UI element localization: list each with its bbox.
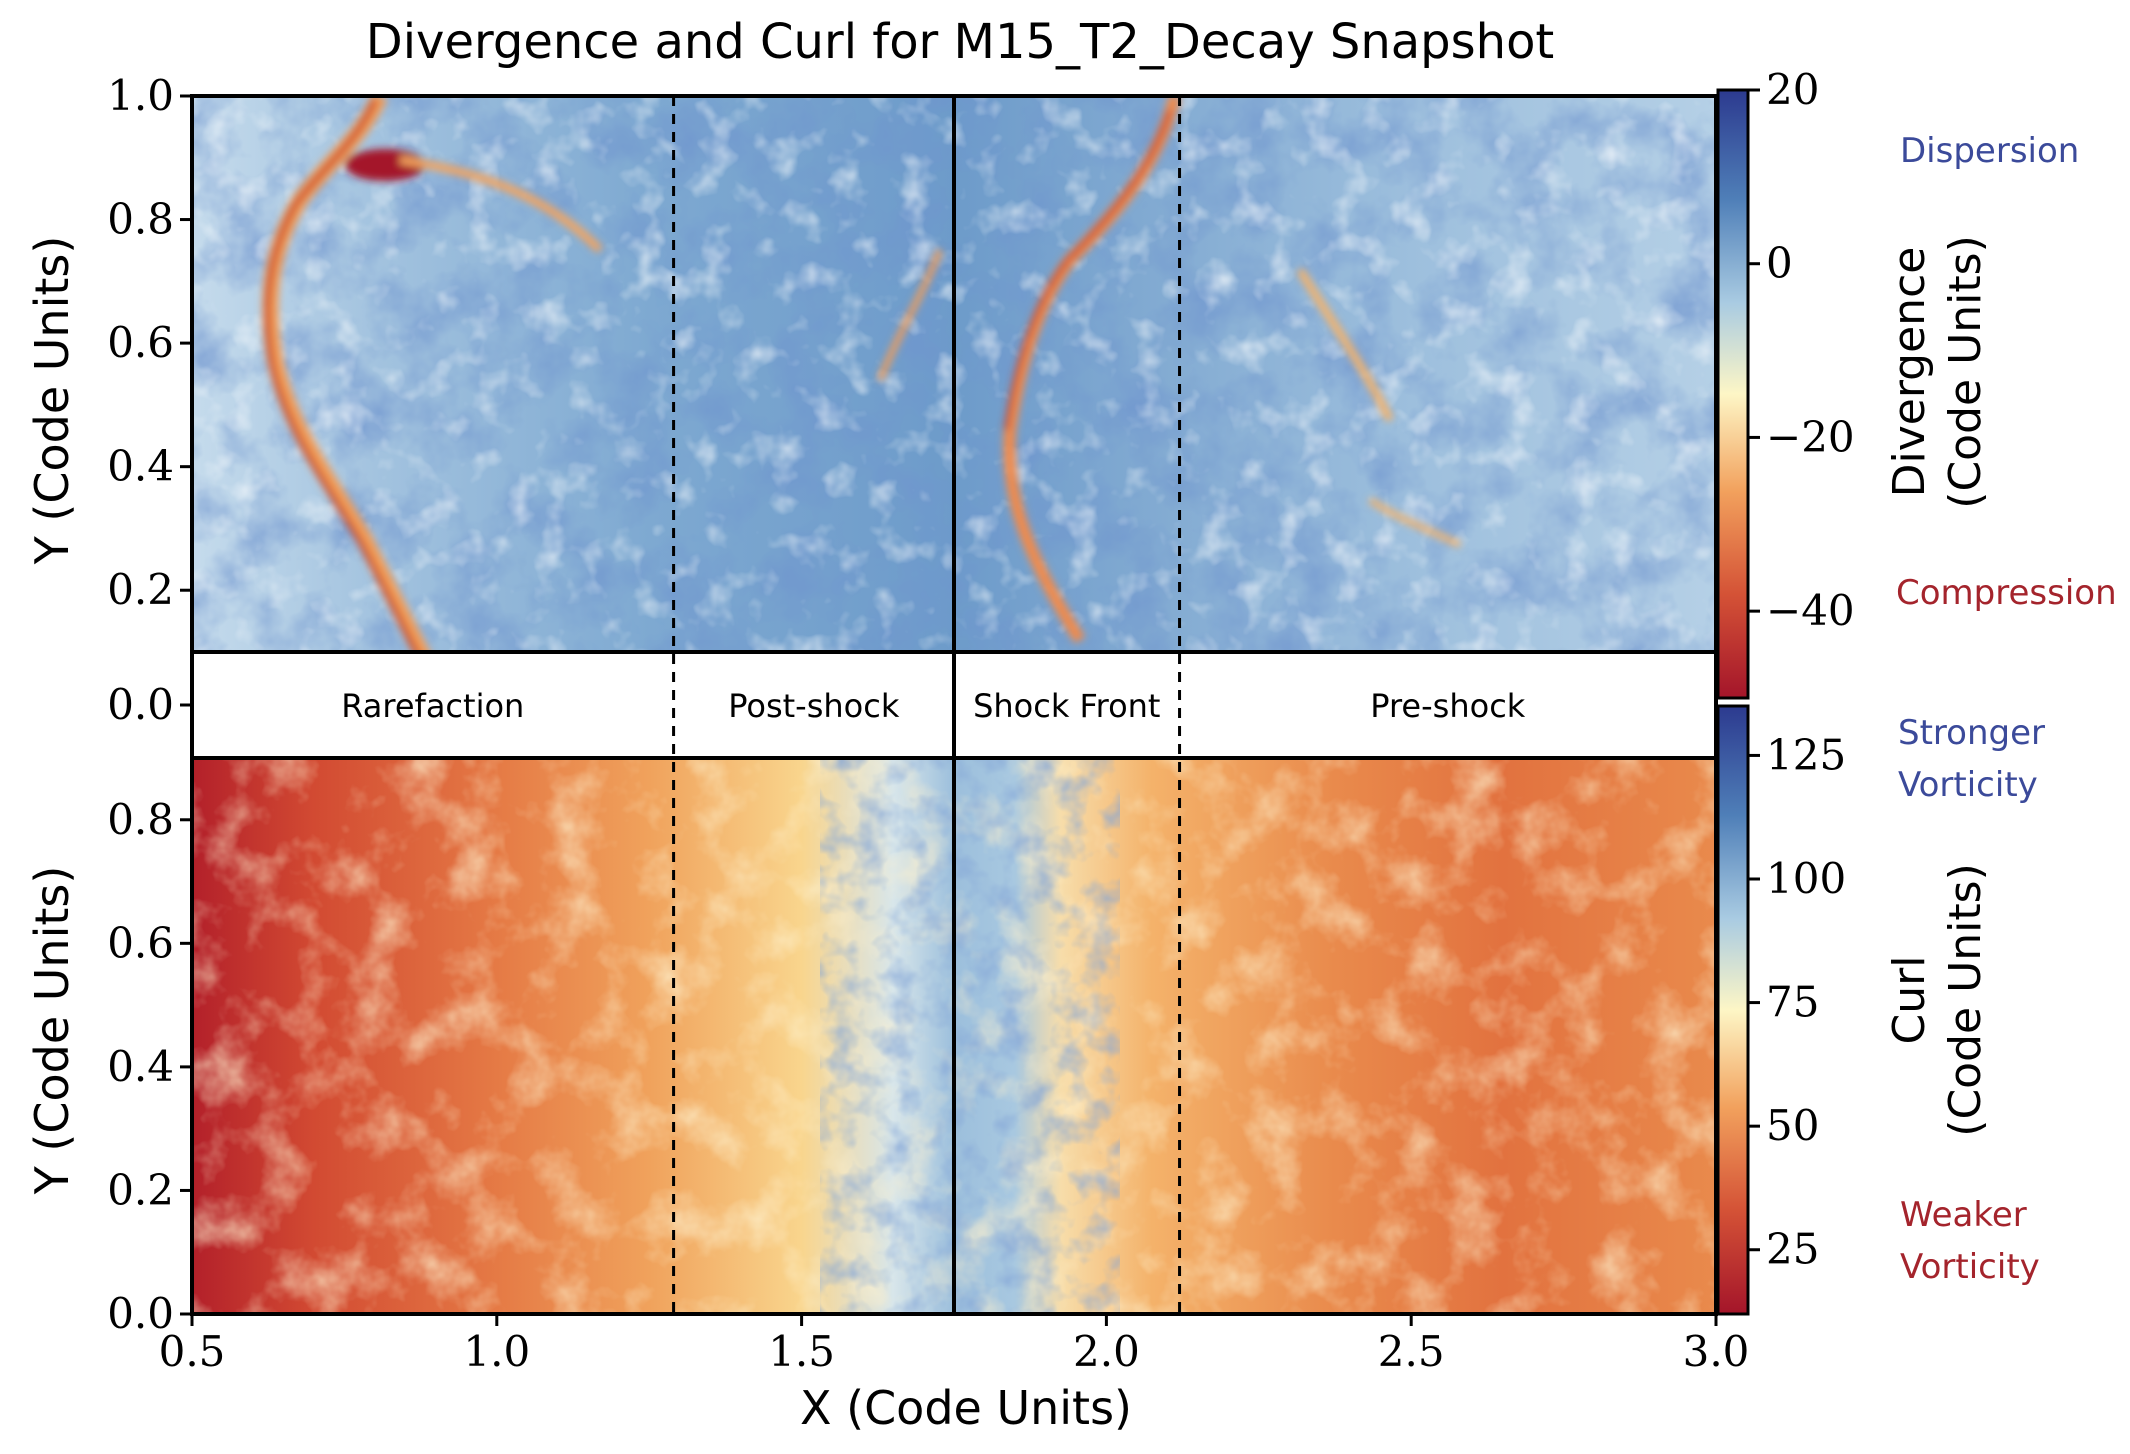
y-tick-label: 0.8: [107, 795, 174, 844]
divergence-colorbar-ticks: 20 0 −20 −40: [1748, 65, 1855, 635]
y-tick-label: 1.0: [107, 71, 174, 120]
x-tick-label: 2.5: [1378, 1327, 1445, 1376]
region-label-pre-shock: Pre-shock: [1370, 687, 1526, 725]
colorbar-tick-label: 125: [1766, 730, 1846, 779]
shock-filament: [1003, 96, 1181, 644]
x-tick-label: 0.5: [159, 1327, 226, 1376]
region-label-post-shock: Post-shock: [728, 687, 900, 725]
y-tick-label: 0.0: [107, 1289, 174, 1338]
curl-y-axis-label: Y (Code Units): [25, 866, 79, 1196]
y-tick-label: 0.2: [107, 565, 174, 614]
colorbar-tick-label: 20: [1766, 65, 1819, 114]
colorbar-tick-label: 100: [1766, 854, 1846, 903]
colorbar-tick-label: −20: [1766, 412, 1855, 461]
x-axis-label: X (Code Units): [800, 1381, 1132, 1435]
stronger-vorticity-annotation-line1: Stronger: [1898, 713, 2045, 753]
chart-title: Divergence and Curl for M15_T2_Decay Sna…: [366, 14, 1555, 70]
y-tick-label: 0.6: [107, 918, 174, 967]
region-labels: Rarefaction Post-shock Shock Front Pre-shoc…: [341, 687, 1526, 725]
weaker-vorticity-annotation-line1: Weaker: [1900, 1195, 2027, 1235]
divergence-colorbar-label: Divergence: [1884, 247, 1935, 498]
divergence-colorbar-unit: (Code Units): [1940, 235, 1991, 508]
rarefaction-filament-core: [264, 98, 419, 652]
stronger-vorticity-annotation-line2: Vorticity: [1898, 765, 2038, 805]
y-axis-divergence: 0.2 0.4 0.6 0.8 1.0: [107, 71, 192, 614]
y-tick-label: 0.6: [107, 318, 174, 367]
region-boundaries: [672, 96, 1182, 1314]
colorbar-tick-label: 50: [1766, 1101, 1819, 1150]
y-tick-label: 0.4: [107, 442, 174, 491]
x-tick-label: 3.0: [1683, 1327, 1750, 1376]
colorbar-tick-label: 0: [1766, 239, 1793, 288]
divergence-y-axis-label: Y (Code Units): [25, 236, 79, 566]
x-tick-label: 2.0: [1073, 1327, 1140, 1376]
x-tick-label: 1.5: [768, 1327, 835, 1376]
colorbar-tick-label: 25: [1766, 1225, 1819, 1274]
weaker-vorticity-annotation-line2: Vorticity: [1900, 1247, 2040, 1287]
y-tick-label: 0.8: [107, 195, 174, 244]
preshock-filament: [1296, 267, 1394, 422]
curl-heatmap-texture-blue: [820, 758, 1120, 1314]
colorbar-tick-label: 75: [1766, 978, 1819, 1027]
curl-colorbar-label: Curl: [1884, 956, 1935, 1045]
curl-colorbar-unit: (Code Units): [1940, 863, 1991, 1136]
y-tick-label: 0.2: [107, 1165, 174, 1214]
postshock-filament: [877, 248, 943, 382]
x-axis: 0.5 1.0 1.5 2.0 2.5 3.0: [159, 1314, 1750, 1376]
preshock-filament-2: [1368, 497, 1462, 548]
curl-colorbar: [1716, 704, 1750, 1316]
shock-filament-core: [1004, 109, 1172, 431]
x-tick-label: 1.0: [463, 1327, 530, 1376]
colorbar-tick-label: −40: [1766, 586, 1855, 635]
region-label-rarefaction: Rarefaction: [341, 687, 524, 725]
divergence-colorbar: [1716, 88, 1750, 700]
rarefaction-filament-branch: [399, 156, 603, 253]
curl-colorbar-ticks: 125 100 75 50 25: [1748, 730, 1846, 1274]
region-label-shock-front: Shock Front: [973, 687, 1160, 725]
compression-filaments: [262, 96, 1462, 652]
dispersion-annotation: Dispersion: [1900, 131, 2079, 171]
compression-annotation: Compression: [1896, 573, 2117, 613]
y-axis-curl: 0.0 0.2 0.4 0.6 0.8: [107, 795, 192, 1338]
y-tick-label: 0.0: [107, 680, 174, 729]
strip-y-tick: 0.0: [107, 680, 192, 729]
y-tick-label: 0.4: [107, 1042, 174, 1091]
